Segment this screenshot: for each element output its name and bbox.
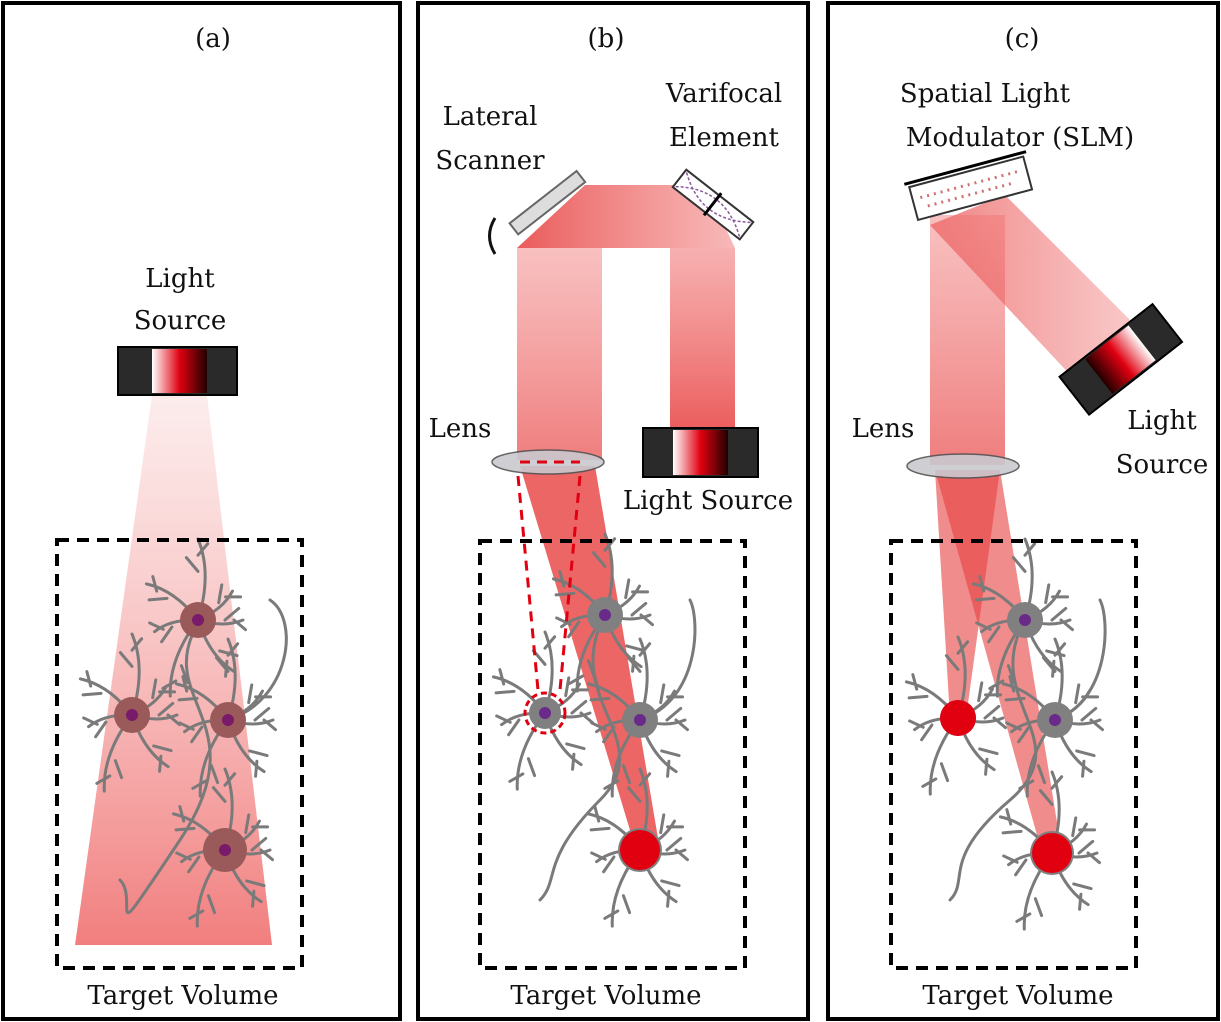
neuron-nucleus xyxy=(126,709,138,721)
label: Varifocal xyxy=(665,79,782,109)
label: Lateral xyxy=(443,102,538,132)
label: Target Volume xyxy=(510,981,701,1011)
neuron-nucleus xyxy=(1019,614,1031,626)
light-beam xyxy=(670,248,735,430)
label: Lens xyxy=(429,414,492,444)
neuron-nucleus xyxy=(1049,714,1061,726)
neuron-nucleus xyxy=(219,844,231,856)
activated-neuron xyxy=(620,830,660,870)
panel-c: (c) Spatial Light Modulator (SLM) Lens L… xyxy=(828,3,1218,1019)
light-beam xyxy=(517,248,602,460)
label: Source xyxy=(134,306,227,336)
label: Light xyxy=(145,264,215,294)
panel-b: (b) Lateral Scanner Varifocal Element Le… xyxy=(418,3,808,1019)
lens xyxy=(907,454,1019,478)
neuron-nucleus xyxy=(192,614,204,626)
label: Target Volume xyxy=(922,981,1113,1011)
lens xyxy=(492,450,604,474)
label: Lens xyxy=(852,414,915,444)
label: Target Volume xyxy=(87,981,278,1011)
panel-a: (a) Light Source Target Volume xyxy=(3,3,400,1019)
label: Light Source xyxy=(623,486,793,516)
label: Modulator (SLM) xyxy=(906,123,1134,153)
panel-tag: (b) xyxy=(588,24,625,54)
light-source-emitter xyxy=(152,349,207,393)
activated-neuron xyxy=(1032,833,1072,873)
label: Source xyxy=(1116,450,1209,480)
panel-tag: (c) xyxy=(1005,24,1040,54)
label: Scanner xyxy=(435,146,545,176)
activated-neuron xyxy=(940,700,976,736)
neuron-nucleus xyxy=(539,707,551,719)
label: Spatial Light xyxy=(900,79,1071,109)
label: Element xyxy=(669,123,779,153)
light-beam xyxy=(930,215,1005,465)
figure: (a) Light Source Target Volume (b) Later… xyxy=(0,0,1221,1022)
label: Light xyxy=(1127,406,1197,436)
panel-tag: (a) xyxy=(195,24,231,54)
neuron-nucleus xyxy=(599,609,611,621)
neuron-nucleus xyxy=(634,714,646,726)
light-source-emitter xyxy=(673,430,728,475)
neuron-nucleus xyxy=(222,714,234,726)
